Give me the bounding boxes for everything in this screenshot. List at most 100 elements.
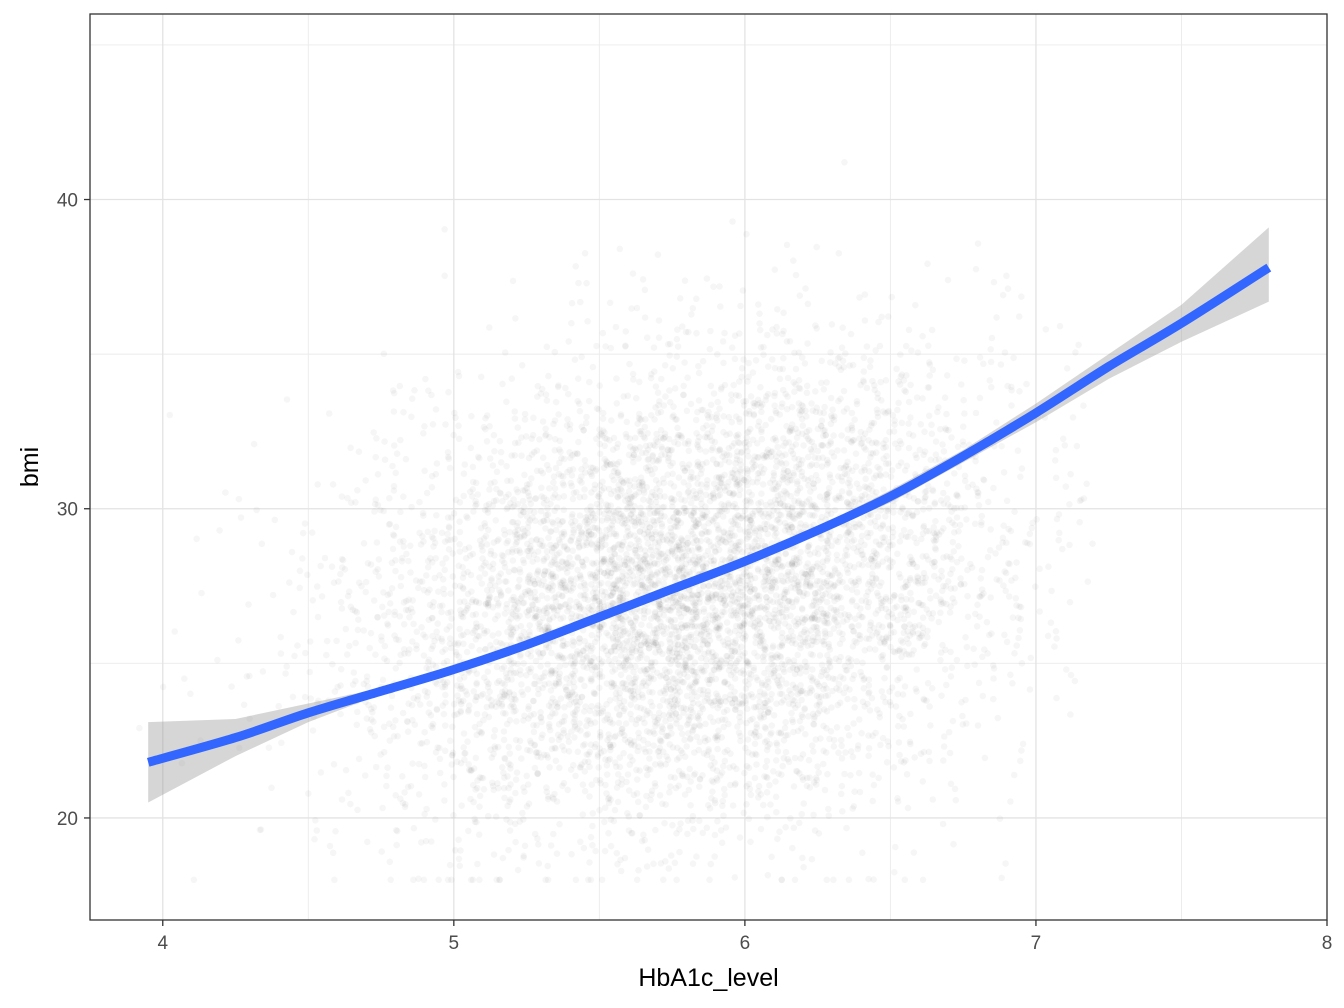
- data-point: [924, 261, 931, 268]
- data-point: [544, 661, 551, 668]
- data-point: [525, 686, 532, 693]
- data-point: [866, 468, 873, 475]
- data-point: [611, 734, 618, 741]
- data-point: [662, 393, 669, 400]
- data-point: [785, 571, 792, 578]
- data-point: [319, 593, 326, 600]
- data-point: [1017, 474, 1024, 481]
- data-point: [780, 310, 787, 317]
- data-point: [993, 314, 1000, 321]
- data-point: [709, 788, 716, 795]
- data-point: [719, 840, 726, 847]
- data-point: [362, 477, 369, 484]
- data-point: [863, 635, 870, 642]
- data-point: [479, 580, 486, 587]
- data-point: [476, 831, 483, 838]
- data-point: [678, 496, 685, 503]
- data-point: [906, 445, 913, 452]
- data-point: [875, 319, 882, 326]
- data-point: [260, 668, 267, 675]
- data-point: [424, 490, 431, 497]
- data-point: [839, 636, 846, 643]
- data-point: [631, 676, 638, 683]
- data-point: [1068, 672, 1075, 679]
- data-point: [658, 641, 665, 648]
- data-point: [1004, 639, 1011, 646]
- data-point: [416, 530, 423, 537]
- data-point: [446, 623, 453, 630]
- data-point: [756, 310, 763, 317]
- data-point: [387, 590, 394, 597]
- data-point: [891, 869, 898, 876]
- data-point: [417, 740, 424, 747]
- data-point: [987, 547, 994, 554]
- data-point: [397, 652, 404, 659]
- data-point: [1062, 442, 1069, 449]
- data-point: [361, 540, 368, 547]
- data-point: [441, 273, 448, 280]
- data-point: [657, 792, 664, 799]
- data-point: [877, 542, 884, 549]
- data-point: [492, 727, 499, 734]
- data-point: [554, 612, 561, 619]
- data-point: [466, 544, 473, 551]
- data-point: [656, 317, 663, 324]
- data-point: [927, 595, 934, 602]
- data-point: [802, 285, 809, 292]
- data-point: [476, 877, 483, 884]
- data-point: [662, 362, 669, 369]
- data-point: [928, 422, 935, 429]
- data-point: [414, 629, 421, 636]
- data-point: [765, 363, 772, 370]
- data-point: [830, 432, 837, 439]
- data-point: [950, 841, 957, 848]
- data-point: [869, 771, 876, 778]
- data-point: [696, 783, 703, 790]
- data-point: [1045, 563, 1052, 570]
- data-point: [756, 507, 763, 514]
- data-point: [920, 506, 927, 513]
- data-point: [716, 283, 723, 290]
- data-point: [577, 299, 584, 306]
- data-point: [553, 758, 560, 765]
- data-point: [569, 511, 576, 518]
- data-point: [945, 277, 952, 284]
- data-point: [607, 796, 614, 803]
- data-point: [553, 399, 560, 406]
- data-point: [758, 344, 765, 351]
- data-point: [972, 521, 979, 528]
- data-point: [668, 852, 675, 859]
- data-point: [655, 251, 662, 258]
- data-point: [456, 518, 463, 525]
- data-point: [923, 553, 930, 560]
- data-point: [584, 318, 591, 325]
- data-point: [661, 820, 668, 827]
- data-point: [756, 320, 763, 327]
- data-point: [491, 733, 498, 740]
- data-point: [839, 478, 846, 485]
- data-point: [921, 429, 928, 436]
- data-point: [768, 691, 775, 698]
- data-point: [745, 529, 752, 536]
- data-point: [410, 877, 417, 884]
- data-point: [572, 356, 579, 363]
- data-point: [1005, 285, 1012, 292]
- data-point: [625, 771, 632, 778]
- data-point: [297, 568, 304, 575]
- data-point: [733, 667, 740, 674]
- data-point: [251, 441, 258, 448]
- data-point: [926, 758, 933, 765]
- data-point: [650, 742, 657, 749]
- data-point: [494, 469, 501, 476]
- data-point: [899, 506, 906, 513]
- data-point: [450, 573, 457, 580]
- data-point: [457, 529, 464, 536]
- data-point: [827, 349, 834, 356]
- data-point: [749, 751, 756, 758]
- data-point: [675, 343, 682, 350]
- data-point: [556, 663, 563, 670]
- data-point: [898, 441, 905, 448]
- data-point: [773, 463, 780, 470]
- data-point: [857, 636, 864, 643]
- data-point: [577, 512, 584, 519]
